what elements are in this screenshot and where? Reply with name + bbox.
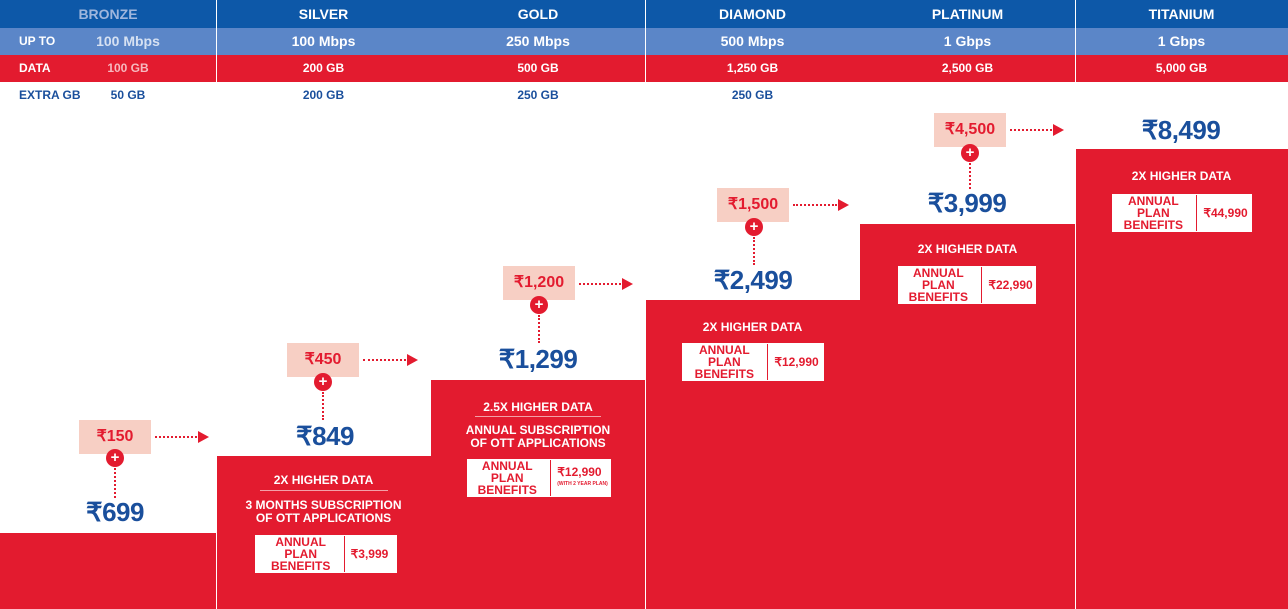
feature-gold-2: ANNUAL SUBSCRIPTION <box>465 423 611 437</box>
plus-icon: + <box>745 218 763 236</box>
addon-price-silver: ₹450 <box>287 343 359 377</box>
annual-benefit-titanium: ANNUAL PLAN BENEFITS ₹44,990 <box>1112 194 1252 232</box>
speed-row: UP TO 100 Mbps 100 Mbps 250 Mbps 500 Mbp… <box>0 28 1288 55</box>
annual-benefit-platinum: ANNUAL PLAN BENEFITS ₹22,990 <box>898 266 1036 304</box>
benefit-value: ₹12,990 <box>774 355 819 369</box>
step-silver <box>216 456 431 609</box>
plan-name-silver: SILVER <box>298 6 349 22</box>
benefit-label: ANNUAL PLAN BENEFITS <box>687 344 769 380</box>
plan-name-platinum: PLATINUM <box>931 6 1004 22</box>
benefit-value: ₹3,999 <box>350 547 389 561</box>
speed-bronze: 100 Mbps <box>96 33 160 49</box>
connector-line <box>538 315 540 343</box>
speed-diamond: 500 Mbps <box>720 33 785 49</box>
plan-name-bronze: BRONZE <box>78 6 138 22</box>
arrow-line <box>793 204 837 206</box>
data-bronze: 100 GB <box>107 61 149 75</box>
extra-gb-row: EXTRA GB 50 GB 200 GB 250 GB 250 GB <box>0 82 1288 109</box>
plan-name-titanium: TITANIUM <box>1148 6 1215 22</box>
arrow-right-icon <box>198 431 209 443</box>
step-bronze <box>0 533 216 609</box>
speed-platinum: 1 Gbps <box>943 33 992 49</box>
feature-titanium-1: 2X HIGHER DATA <box>1131 169 1232 183</box>
addon-price-gold: ₹1,200 <box>503 266 575 300</box>
addon-price-platinum: ₹4,500 <box>934 113 1006 147</box>
speed-gold: 250 Mbps <box>506 33 570 49</box>
data-diamond: 1,250 GB <box>726 61 779 75</box>
benefit-value: ₹22,990 <box>988 278 1033 292</box>
data-row: DATA 100 GB 200 GB 500 GB 1,250 GB 2,500… <box>0 55 1288 82</box>
extra-gold: 250 GB <box>517 88 559 102</box>
column-divider <box>216 0 217 609</box>
plus-icon: + <box>961 144 979 162</box>
data-row-label: DATA <box>19 61 51 75</box>
extra-diamond: 250 GB <box>731 88 774 102</box>
arrow-line <box>155 436 197 438</box>
arrow-line <box>579 283 621 285</box>
feature-divider <box>475 416 601 417</box>
plus-icon: + <box>314 373 332 391</box>
benefit-note: (WITH 2 YEAR PLAN) <box>557 481 608 487</box>
data-titanium: 5,000 GB <box>1155 61 1208 75</box>
feature-silver-3: OF OTT APPLICATIONS <box>255 511 392 525</box>
plan-name-row: BRONZE SILVER GOLD DIAMOND PLATINUM TITA… <box>0 0 1288 28</box>
annual-benefit-diamond: ANNUAL PLAN BENEFITS ₹12,990 <box>682 343 824 381</box>
feature-silver-1: 2X HIGHER DATA <box>273 473 374 487</box>
speed-row-label: UP TO <box>19 34 56 48</box>
speed-titanium: 1 Gbps <box>1157 33 1206 49</box>
column-divider <box>1075 0 1076 609</box>
annual-benefit-silver: ANNUAL PLAN BENEFITS ₹3,999 <box>255 535 397 573</box>
benefit-label: ANNUAL PLAN BENEFITS <box>264 536 345 572</box>
arrow-right-icon <box>622 278 633 290</box>
extra-gb-row-label: EXTRA GB <box>19 88 81 102</box>
data-platinum: 2,500 GB <box>941 61 994 75</box>
feature-divider <box>260 490 388 491</box>
connector-line <box>322 392 324 420</box>
benefit-label: ANNUAL PLAN BENEFITS <box>901 267 983 303</box>
benefit-value-wrap: ₹12,990 (WITH 2 YEAR PLAN) <box>551 466 607 490</box>
benefit-label: ANNUAL PLAN BENEFITS <box>1116 195 1198 231</box>
plan-name-diamond: DIAMOND <box>719 6 786 22</box>
extra-bronze: 50 GB <box>110 88 146 102</box>
speed-silver: 100 Mbps <box>291 33 356 49</box>
connector-line <box>753 237 755 265</box>
column-divider <box>645 0 646 609</box>
annual-benefit-gold: ANNUAL PLAN BENEFITS ₹12,990 (WITH 2 YEA… <box>467 459 611 497</box>
feature-platinum-1: 2X HIGHER DATA <box>917 242 1018 256</box>
data-silver: 200 GB <box>302 61 345 75</box>
plus-icon: + <box>106 449 124 467</box>
feature-diamond-1: 2X HIGHER DATA <box>702 320 803 334</box>
addon-price-bronze: ₹150 <box>79 420 151 454</box>
extra-silver: 200 GB <box>302 88 345 102</box>
arrow-right-icon <box>407 354 418 366</box>
plus-icon: + <box>530 296 548 314</box>
price-titanium: ₹8,499 <box>1141 115 1221 145</box>
arrow-right-icon <box>1053 124 1064 136</box>
plan-name-gold: GOLD <box>517 6 559 22</box>
feature-gold-3: OF OTT APPLICATIONS <box>470 436 606 450</box>
arrow-right-icon <box>838 199 849 211</box>
benefit-value: ₹12,990 <box>557 465 602 479</box>
arrow-line <box>1010 129 1052 131</box>
price-bronze: ₹699 <box>86 497 144 527</box>
price-silver: ₹849 <box>296 421 354 451</box>
benefit-value: ₹44,990 <box>1203 206 1248 220</box>
price-diamond: ₹2,499 <box>713 265 793 295</box>
feature-gold-1: 2.5X HIGHER DATA <box>483 400 593 414</box>
price-platinum: ₹3,999 <box>927 188 1007 218</box>
connector-line <box>114 468 116 498</box>
arrow-line <box>363 359 406 361</box>
connector-line <box>969 163 971 189</box>
benefit-label: ANNUAL PLAN BENEFITS <box>470 460 552 496</box>
feature-silver-2: 3 MONTHS SUBSCRIPTION <box>245 498 402 512</box>
price-gold: ₹1,299 <box>498 344 578 374</box>
data-gold: 500 GB <box>517 61 559 75</box>
addon-price-diamond: ₹1,500 <box>717 188 789 222</box>
